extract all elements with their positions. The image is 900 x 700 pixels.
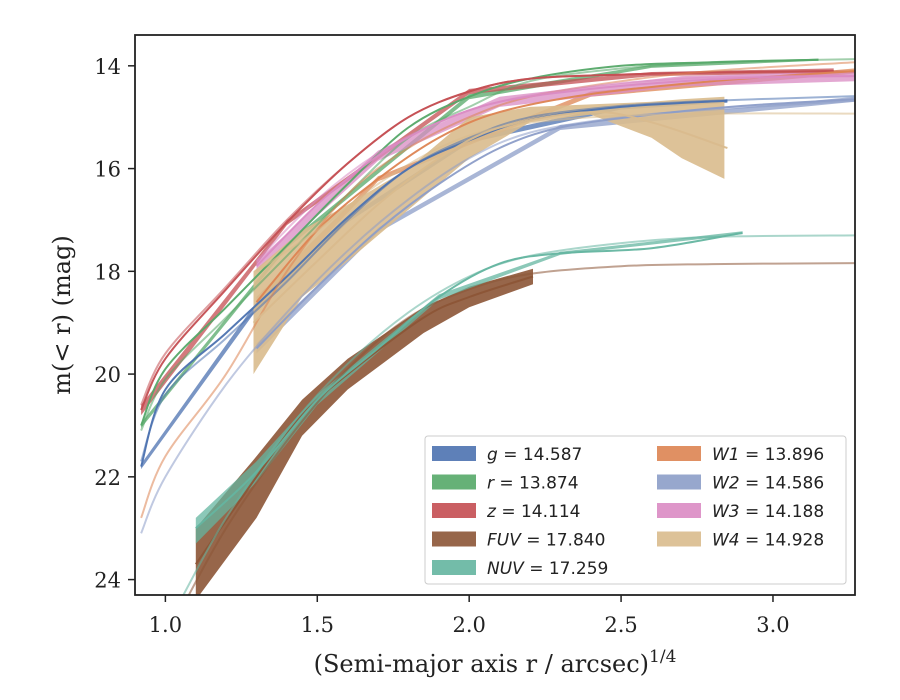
legend-label-z: z = 14.114 [486, 502, 580, 522]
y-tick-label: 18 [94, 260, 121, 284]
x-axis-label: (Semi-major axis r / arcsec)1/4 [314, 647, 677, 678]
data-line-w3 [255, 75, 855, 267]
x-tick-label: 1.5 [301, 613, 334, 637]
data-line-w2 [255, 98, 855, 350]
fit-line-fuv [187, 262, 855, 595]
legend-label-g: g = 14.587 [487, 445, 582, 465]
fit-line-nuv [182, 234, 855, 595]
band-w4 [253, 96, 725, 375]
legend-label-fuv: FUV = 17.840 [487, 531, 605, 551]
data-line-w1 [255, 70, 855, 303]
data-line-z [140, 70, 834, 411]
fit-line-w1 [140, 61, 855, 519]
x-tick-label: 2.0 [452, 613, 485, 637]
legend-swatch-g [432, 446, 476, 461]
legend-label-w4: W4 = 14.928 [712, 531, 824, 551]
legend-frame [424, 435, 847, 585]
legend: g = 14.587 r = 13.874 z = 14.114 FUV = 17.8… [424, 435, 847, 585]
legend-swatch-w3 [657, 503, 701, 518]
y-tick-label: 14 [94, 55, 121, 79]
legend-swatch-w4 [657, 531, 701, 547]
x-axis: 1.0 1.5 2.0 2.5 3.0 [149, 595, 790, 637]
y-tick-label: 16 [94, 158, 121, 182]
x-axis-label-text: (Semi-major axis r / arcsec) [314, 650, 649, 678]
data-line-r [140, 58, 819, 426]
y-tick-label: 20 [94, 363, 121, 387]
legend-swatch-w1 [657, 446, 701, 461]
plot-frame [134, 34, 856, 596]
y-tick-label: 24 [94, 569, 121, 593]
series-bands [141, 58, 855, 595]
data-line-nuv [195, 231, 743, 529]
legend-swatch-r [432, 474, 476, 490]
legend-label-w2: W2 = 14.586 [712, 474, 824, 494]
legend-swatch-nuv [432, 560, 476, 575]
y-tick-label: 22 [94, 466, 121, 490]
y-axis: 14 16 18 20 22 24 [94, 55, 135, 593]
x-tick-label: 2.5 [604, 613, 637, 637]
legend-swatch-w2 [657, 474, 701, 490]
legend-swatch-fuv [432, 531, 476, 547]
x-axis-label-exponent: 1/4 [649, 647, 676, 667]
legend-label-w3: W3 = 14.188 [712, 502, 824, 522]
legend-label-r: r = 13.874 [487, 474, 579, 494]
series-lines [140, 58, 855, 595]
legend-label-w1: W1 = 13.896 [712, 445, 824, 465]
x-tick-label: 1.0 [149, 613, 182, 637]
data-line-g [140, 99, 728, 467]
data-line-w4 [252, 111, 728, 324]
y-axis-label: m(< r) (mag) [48, 235, 76, 394]
x-tick-label: 3.0 [756, 613, 789, 637]
legend-label-nuv: NUV = 17.259 [487, 559, 608, 579]
legend-swatch-z [432, 503, 476, 518]
